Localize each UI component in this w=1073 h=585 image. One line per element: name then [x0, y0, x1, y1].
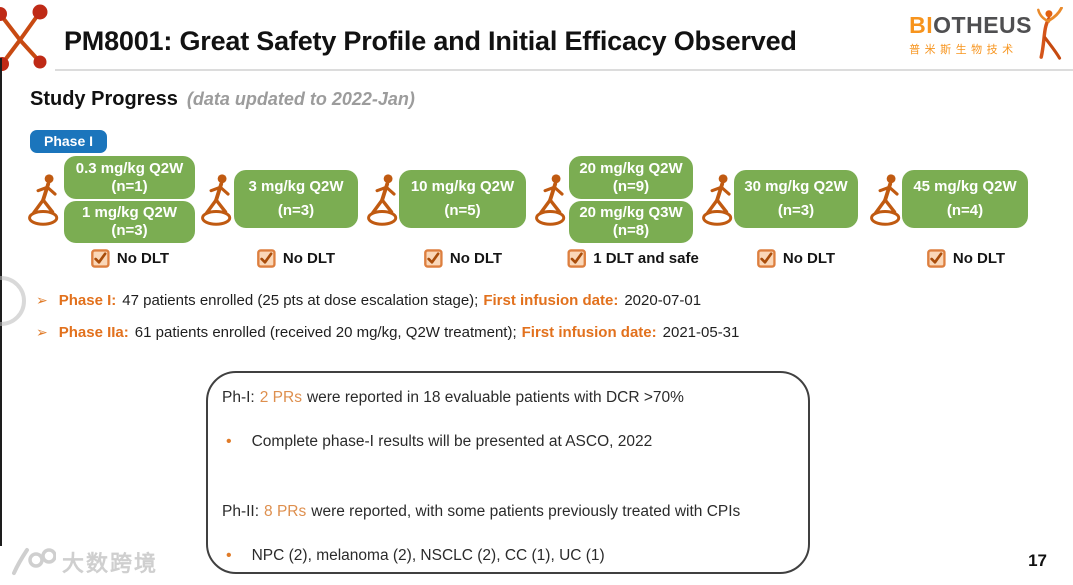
section-heading: Study Progress (data updated to 2022-Jan) [30, 88, 415, 111]
ph1-sub-bullet: • Complete phase-I results will be presen… [226, 433, 652, 451]
header-divider [55, 69, 1073, 71]
dlt-result-label: No DLT [282, 250, 336, 267]
dose-box-30mgkg: 30 mg/kg Q2W (n=3) [734, 170, 858, 228]
watermark-arc [0, 276, 26, 326]
n-label: (n=3) [777, 202, 815, 219]
checkbox-checked-icon [91, 249, 110, 268]
first-infusion-date: 2021-05-31 [662, 324, 740, 341]
arrow-bullet-icon: ➢ [36, 292, 48, 308]
watermark-text: 大数跨境 [62, 551, 159, 576]
efficacy-results-box: Ph-I: 2 PRs were reported in 18 evaluable … [206, 371, 810, 574]
dlt-result-label: 1 DLT and safe [593, 250, 699, 267]
biotheus-logo-text: BIOTHEUS 普米斯生物技术 [909, 12, 1032, 57]
page-number: 17 [1028, 551, 1047, 570]
brand-rest: OTHEUS [933, 11, 1032, 38]
biotheus-figure-icon [1029, 7, 1065, 61]
brand-chinese: 普米斯生物技术 [909, 43, 1018, 56]
watermark-100-icon [8, 547, 56, 577]
phase1-text: 47 patients enrolled (25 pts at dose esc… [122, 292, 479, 309]
dose-box-45mgkg: 45 mg/kg Q2W (n=4) [902, 170, 1028, 228]
ph1-prs-highlight: 2 PRs [259, 389, 302, 406]
watermark: 大数跨境 [8, 546, 158, 578]
ph1-results-line: Ph-I: 2 PRs were reported in 18 evaluable … [222, 389, 684, 407]
dose-label: 0.3 mg/kg Q2W [75, 159, 184, 177]
checkbox-checked-icon [757, 249, 776, 268]
dose-label: 10 mg/kg Q2W [410, 178, 515, 195]
phase1-label: Phase I: [58, 292, 117, 309]
dose-label: 20 mg/kg Q2W [579, 159, 683, 177]
phase-1-badge: Phase I [30, 130, 108, 153]
first-infusion-date: 2020-07-01 [624, 292, 702, 309]
dose-label: 30 mg/kg Q2W [744, 178, 848, 195]
dlt-result: 1 DLT and safe [567, 249, 699, 268]
dlt-result-label: No DLT [782, 250, 836, 267]
dlt-result: No DLT [927, 249, 1005, 268]
page-title: PM8001: Great Safety Profile and Initial… [64, 26, 797, 56]
dose-label: 1 mg/kg Q2W [81, 204, 178, 221]
brand-name: BIOTHEUS [909, 12, 1032, 39]
ph1-bullet-text: Complete phase-I results will be present… [251, 433, 653, 450]
dose-box-3mgkg: 3 mg/kg Q2W (n=3) [234, 170, 358, 228]
dose-box-10mgkg: 10 mg/kg Q2W (n=5) [399, 170, 526, 228]
phase2a-text: 61 patients enrolled (received 20 mg/kg,… [134, 324, 517, 341]
n-label: (n=5) [444, 202, 481, 219]
dlt-result-label: No DLT [116, 250, 170, 267]
study-progress-label: Study Progress [30, 88, 178, 110]
ph2-label: Ph-II: [222, 503, 260, 520]
dose-label: 3 mg/kg Q2W [248, 178, 344, 195]
bullet-dot-icon: • [226, 433, 232, 450]
n-label: (n=4) [946, 202, 984, 219]
dlt-result: No DLT [757, 249, 835, 268]
n-label: (n=3) [111, 222, 148, 239]
ph1-label: Ph-I: [222, 389, 255, 406]
walking-person-icon [366, 171, 400, 229]
n-label: (n=3) [277, 202, 315, 219]
walking-person-icon [27, 171, 61, 229]
arrow-bullet-icon: ➢ [36, 324, 48, 340]
n-label: (n=9) [612, 177, 650, 195]
ph1-text: were reported in 18 evaluable patients w… [306, 389, 684, 406]
data-updated-note: (data updated to 2022-Jan) [186, 89, 415, 109]
n-label: (n=8) [612, 222, 650, 239]
brand-bi: BI [909, 11, 934, 38]
dose-label: 20 mg/kg Q3W [579, 204, 683, 221]
walking-person-icon [869, 171, 903, 229]
dlt-result: No DLT [257, 249, 335, 268]
ph2-text: were reported, with some patients previo… [311, 503, 741, 520]
phase2a-summary-bullet: ➢ Phase IIa: 61 patients enrolled (receive… [36, 324, 739, 341]
checkbox-checked-icon [927, 249, 946, 268]
checkbox-checked-icon [257, 249, 276, 268]
walking-person-icon [701, 171, 735, 229]
dlt-result-label: No DLT [952, 250, 1006, 267]
walking-person-icon [200, 171, 234, 229]
phase2a-label: Phase IIa: [58, 324, 129, 341]
dlt-result: No DLT [91, 249, 169, 268]
first-infusion-label: First infusion date: [521, 324, 657, 341]
first-infusion-label: First infusion date: [483, 292, 619, 309]
walking-person-icon [534, 171, 568, 229]
dose-box-20mgkg-q2w: 20 mg/kg Q2W (n=9) [569, 156, 693, 199]
dose-box-1mgkg: 1 mg/kg Q2W (n=3) [64, 201, 195, 243]
phase1-summary-bullet: ➢ Phase I: 47 patients enrolled (25 pts at… [36, 292, 701, 309]
n-label: (n=1) [111, 177, 148, 195]
ph2-sub-bullet: • NPC (2), melanoma (2), NSCLC (2), CC (1… [226, 547, 605, 565]
dlt-result: No DLT [424, 249, 502, 268]
bullet-dot-icon: • [226, 547, 232, 564]
checkbox-checked-icon [424, 249, 443, 268]
dose-box-20mgkg-q3w: 20 mg/kg Q3W (n=8) [569, 201, 693, 243]
molecule-icon [0, 0, 54, 74]
ph2-results-line: Ph-II: 8 PRs were reported, with some pati… [222, 503, 740, 521]
checkbox-checked-icon [567, 249, 586, 268]
dose-label: 45 mg/kg Q2W [913, 178, 1017, 195]
dlt-result-label: No DLT [449, 250, 503, 267]
ph2-bullet-text: NPC (2), melanoma (2), NSCLC (2), CC (1)… [251, 547, 605, 564]
dose-box-0.3mgkg: 0.3 mg/kg Q2W (n=1) [64, 156, 195, 199]
ph2-prs-highlight: 8 PRs [264, 503, 307, 520]
biotheus-logo: BIOTHEUS 普米斯生物技术 [909, 7, 1065, 61]
